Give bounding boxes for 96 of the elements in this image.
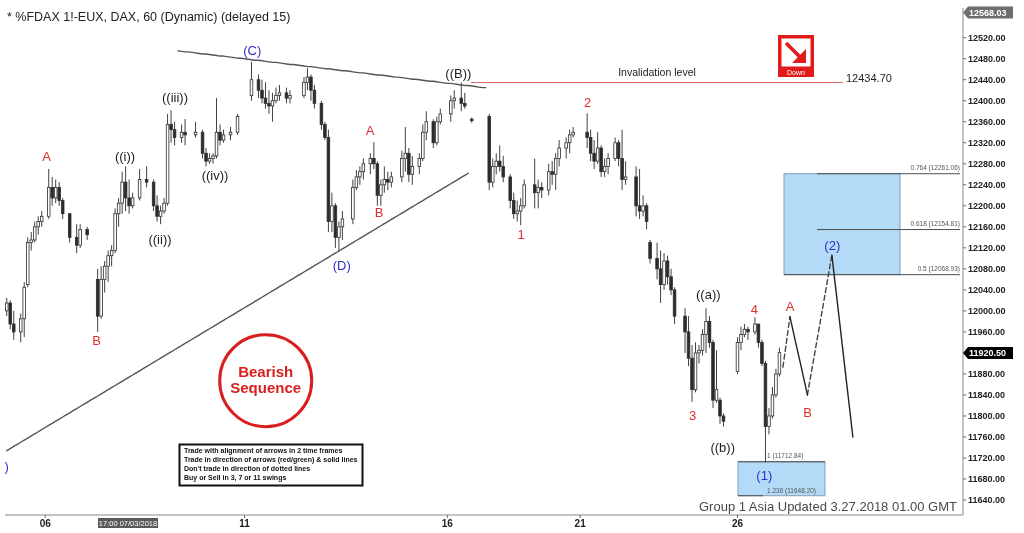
y-tick-label: 12240.00	[968, 179, 1006, 190]
y-tick-label: 12480.00	[968, 53, 1006, 64]
candlestick	[487, 113, 491, 191]
candlestick	[637, 168, 642, 220]
candlestick	[144, 165, 149, 188]
candlestick	[431, 118, 435, 149]
annotation: 2	[584, 95, 592, 111]
candlestick	[228, 126, 233, 141]
candlestick	[704, 307, 708, 354]
candlestick	[459, 82, 463, 112]
annotation: 1	[517, 226, 525, 242]
annotation: B	[92, 333, 102, 349]
candlestick	[137, 168, 142, 201]
candlestick	[249, 61, 254, 102]
y-tick-label: 12040.00	[968, 284, 1006, 295]
annotation: Bearish Sequence	[230, 363, 302, 396]
annotation: )	[4, 459, 9, 475]
y-tick-label: 12360.00	[968, 116, 1006, 127]
annotation: B	[374, 204, 384, 220]
candlestick	[533, 158, 537, 209]
annotation: 12434.70	[846, 72, 892, 84]
candlestick	[123, 165, 128, 212]
annotation: ((B))	[445, 65, 472, 81]
candlestick	[746, 326, 750, 341]
candlestick	[410, 155, 415, 186]
y-tick-label: 12000.00	[968, 305, 1006, 316]
candlestick	[183, 118, 187, 146]
candlestick	[74, 223, 79, 254]
candlestick	[47, 168, 51, 220]
x-tick-label: 11	[239, 517, 251, 529]
chart-title: * %FDAX 1!-EUX, DAX, 60 (Dynamic) (delayed 15)	[7, 10, 291, 24]
y-tick-label: 12160.00	[968, 221, 1006, 232]
candlestick	[263, 81, 268, 110]
annotation: ((iii))	[162, 89, 188, 105]
candlestick	[536, 179, 540, 209]
y-tick-label: 11720.00	[968, 453, 1006, 463]
annotation: ((i))	[114, 148, 136, 164]
text: 11920.50	[969, 348, 1007, 358]
y-tick-label: 12080.00	[968, 263, 1006, 274]
candlestick	[54, 179, 58, 204]
candlestick	[539, 181, 544, 199]
annotation: 4	[750, 301, 758, 317]
y-tick-label: 12280.00	[968, 158, 1006, 169]
candlestick	[179, 123, 184, 144]
candlestick	[67, 213, 72, 244]
annotation: ((b))	[710, 439, 735, 455]
candlestick	[95, 268, 100, 333]
candlestick	[515, 200, 519, 223]
y-tick-label: 11760.00	[968, 431, 1006, 442]
x-tick-label: 06	[39, 517, 52, 529]
candlestick	[85, 226, 89, 241]
x-tick-label: 26	[731, 517, 744, 529]
y-tick-label: 11640.00	[968, 495, 1006, 506]
y-tick-label: 12400.00	[968, 95, 1006, 106]
annotation: 3	[689, 407, 697, 423]
candlestick	[193, 121, 198, 138]
candlestick	[368, 152, 373, 175]
y-tick-label: 11880.00	[968, 368, 1006, 379]
annotation: B	[803, 405, 813, 421]
x-tick-label: 16	[441, 517, 454, 529]
candlestick	[546, 163, 551, 196]
annotation: (2)	[824, 237, 841, 253]
annotation: ((iv))	[201, 167, 229, 183]
candlestick	[277, 84, 282, 102]
text: 12568.03	[969, 7, 1007, 18]
candlestick	[634, 165, 638, 217]
candlestick	[620, 129, 624, 191]
y-tick-label: 11800.00	[968, 410, 1006, 421]
candlestick	[256, 74, 261, 99]
annotation: (C)	[243, 42, 262, 58]
y-tick-label: 11840.00	[968, 389, 1006, 400]
annotation: A	[365, 123, 375, 139]
ref-line-label: Invalidation level	[618, 65, 696, 78]
annotation: (D)	[332, 257, 351, 273]
y-tick-label: 12520.00	[968, 32, 1006, 43]
candlestick	[606, 152, 610, 175]
y-tick-label: 11960.00	[968, 326, 1006, 337]
candlestick	[270, 92, 275, 123]
candlestick	[623, 160, 628, 186]
x-tick-label: 21	[574, 517, 587, 529]
annotation: ((a))	[696, 286, 721, 302]
candlestick	[613, 137, 617, 162]
y-tick-label: 12320.00	[968, 137, 1006, 148]
y-tick-label: 12200.00	[968, 200, 1006, 211]
annotation: ((ii))	[148, 231, 172, 247]
candlestick	[207, 152, 212, 165]
y-tick-label: 12120.00	[968, 242, 1006, 253]
annotation: A	[785, 298, 795, 314]
candlestick	[78, 223, 82, 249]
candlestick	[648, 239, 652, 265]
annotation: Group 1 Asia Updated 3.27.2018 01.00 GMT	[698, 499, 958, 514]
candlestick	[99, 265, 103, 320]
annotation: (1)	[756, 467, 773, 483]
y-tick-label: 12440.00	[968, 74, 1006, 85]
y-tick-label: 11680.00	[968, 474, 1006, 485]
annotation: A	[42, 149, 52, 165]
